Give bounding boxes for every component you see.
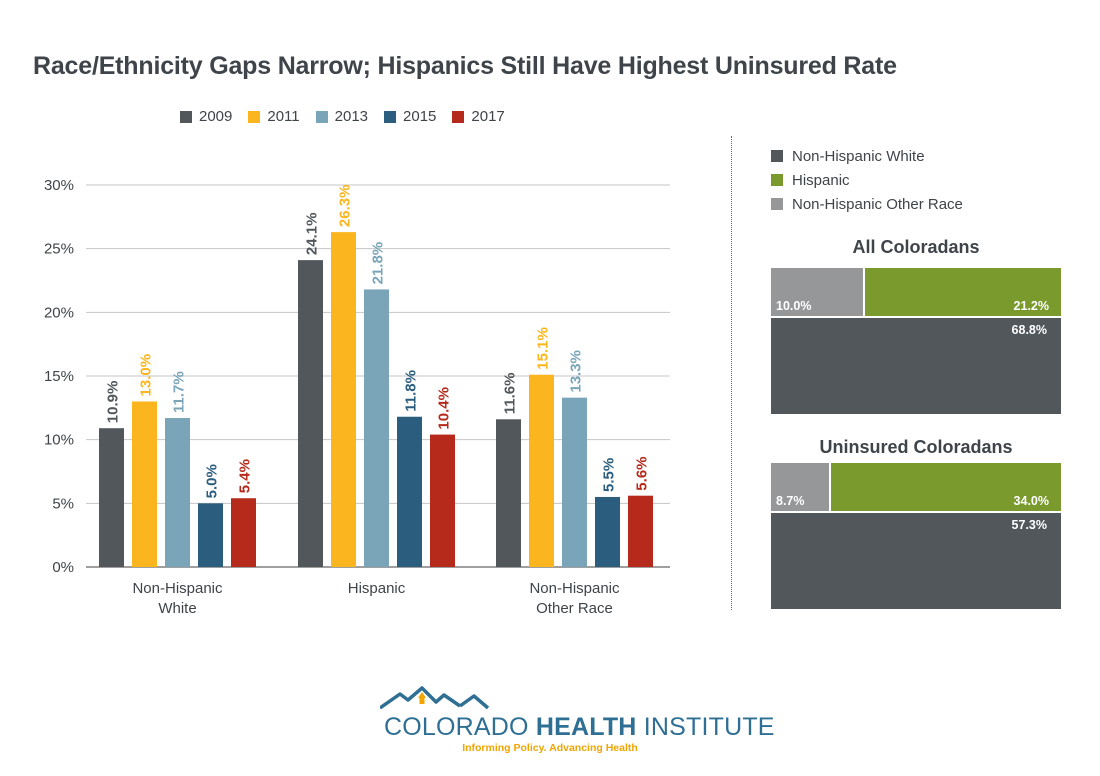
bar — [298, 260, 323, 567]
logo-text-health: HEALTH — [535, 713, 637, 741]
logo-tagline: Informing Policy. Advancing Health — [462, 742, 638, 754]
logo-text-institute: INSTITUTE — [636, 713, 775, 741]
x-category-label: Non-Hispanic — [132, 580, 223, 597]
legend-label-2017: 2017 — [471, 108, 505, 125]
logo-text-colorado: COLORADO — [384, 713, 536, 741]
segment-hispanic — [865, 268, 1061, 316]
legend-item-nhw: Non-Hispanic White — [771, 144, 963, 168]
y-tick-label: 0% — [52, 559, 74, 576]
legend-swatch-other — [771, 198, 783, 210]
data-label: 5.6% — [634, 456, 651, 490]
bar — [364, 289, 389, 567]
legend-swatch-2015 — [384, 110, 397, 123]
data-label: 24.1% — [304, 213, 321, 256]
legend-item-other: Non-Hispanic Other Race — [771, 192, 963, 216]
bar — [231, 498, 256, 567]
bar — [198, 503, 223, 567]
data-label: 11.7% — [171, 371, 188, 413]
y-tick-label: 30% — [44, 177, 74, 194]
data-label: 5.5% — [601, 458, 618, 492]
x-category-label: Non-Hispanic — [529, 580, 620, 597]
segment-other-race — [771, 463, 829, 511]
segment-other-race — [771, 268, 863, 316]
bar — [99, 428, 124, 567]
logo-mountain-icon — [380, 686, 490, 710]
legend-item-hispanic: Hispanic — [771, 168, 963, 192]
x-category-label: Hispanic — [348, 580, 406, 597]
segment-hispanic-label: 34.0% — [1013, 494, 1049, 508]
legend-swatch-2013 — [315, 110, 328, 123]
data-label: 26.3% — [337, 185, 354, 228]
legend-item-2011: 2011 — [248, 108, 300, 125]
x-category-label: Other Race — [536, 600, 613, 617]
data-label: 5.4% — [237, 459, 254, 493]
y-tick-label: 20% — [44, 304, 74, 321]
bar — [529, 374, 554, 567]
bar — [165, 418, 190, 567]
legend-item-2015: 2015 — [384, 108, 436, 125]
segment-other-race-label: 8.7% — [776, 494, 805, 508]
segment-nh-white-label: 57.3% — [1011, 518, 1047, 532]
bar — [430, 434, 455, 567]
group-legend: Non-Hispanic White Hispanic Non-Hispanic… — [771, 144, 963, 216]
year-legend: 2009 2011 2013 2015 2017 — [180, 108, 505, 125]
legend-swatch-2009 — [180, 110, 192, 123]
legend-label-other: Non-Hispanic Other Race — [792, 195, 963, 213]
uninsured-coloradans-mosaic: 8.7% 34.0% 57.3% — [771, 463, 1061, 609]
logo-wordmark: COLORADO HEALTH INSTITUTE — [384, 713, 775, 742]
data-label: 11.8% — [403, 370, 420, 412]
legend-label-2009: 2009 — [199, 108, 233, 125]
legend-swatch-2011 — [248, 110, 261, 123]
y-tick-label: 25% — [44, 241, 74, 258]
bar — [496, 419, 521, 567]
y-tick-label: 15% — [44, 368, 74, 385]
legend-label-hispanic: Hispanic — [792, 171, 850, 189]
legend-swatch-nhw — [771, 150, 783, 162]
panel-divider — [731, 136, 732, 610]
bar — [397, 416, 422, 567]
y-tick-label: 5% — [52, 495, 74, 512]
bar — [562, 397, 587, 567]
data-label: 13.0% — [138, 354, 155, 397]
legend-item-2009: 2009 — [180, 108, 232, 125]
bar — [132, 401, 157, 567]
legend-item-2017: 2017 — [452, 108, 505, 125]
segment-nh-white — [771, 513, 1061, 609]
bar — [595, 496, 620, 567]
x-category-label: White — [158, 600, 196, 617]
data-label: 5.0% — [204, 464, 221, 498]
all-coloradans-mosaic: 10.0% 21.2% 68.8% — [771, 268, 1061, 414]
all-coloradans-title: All Coloradans — [852, 237, 980, 257]
legend-label-2015: 2015 — [403, 108, 437, 125]
bar — [628, 495, 653, 567]
data-label: 10.4% — [436, 387, 453, 430]
data-label: 15.1% — [535, 327, 552, 370]
segment-nh-white-label: 68.8% — [1011, 323, 1047, 337]
legend-label-2011: 2011 — [267, 108, 300, 125]
legend-label-nhw: Non-Hispanic White — [792, 147, 925, 165]
uninsured-coloradans-title: Uninsured Coloradans — [819, 437, 1013, 457]
legend-swatch-hispanic — [771, 174, 783, 186]
bar-chart: 0% 5% 10% 15% 20% 25% 30% 10.9% 13.0% 11.7% 5.0% 5.… — [44, 177, 670, 617]
y-tick-label: 10% — [44, 432, 74, 449]
segment-hispanic — [831, 463, 1061, 511]
data-label: 13.3% — [568, 350, 585, 393]
segment-other-race-label: 10.0% — [776, 299, 812, 313]
data-label: 21.8% — [370, 242, 387, 285]
data-label: 10.9% — [105, 381, 122, 424]
chart-title: Race/Ethnicity Gaps Narrow; Hispanics St… — [33, 52, 897, 80]
segment-nh-white — [771, 318, 1061, 414]
data-label: 11.6% — [502, 373, 519, 415]
legend-label-2013: 2013 — [334, 108, 369, 125]
legend-item-2013: 2013 — [315, 108, 369, 125]
bar — [331, 232, 356, 567]
legend-swatch-2017 — [452, 110, 465, 123]
segment-hispanic-label: 21.2% — [1013, 299, 1049, 313]
